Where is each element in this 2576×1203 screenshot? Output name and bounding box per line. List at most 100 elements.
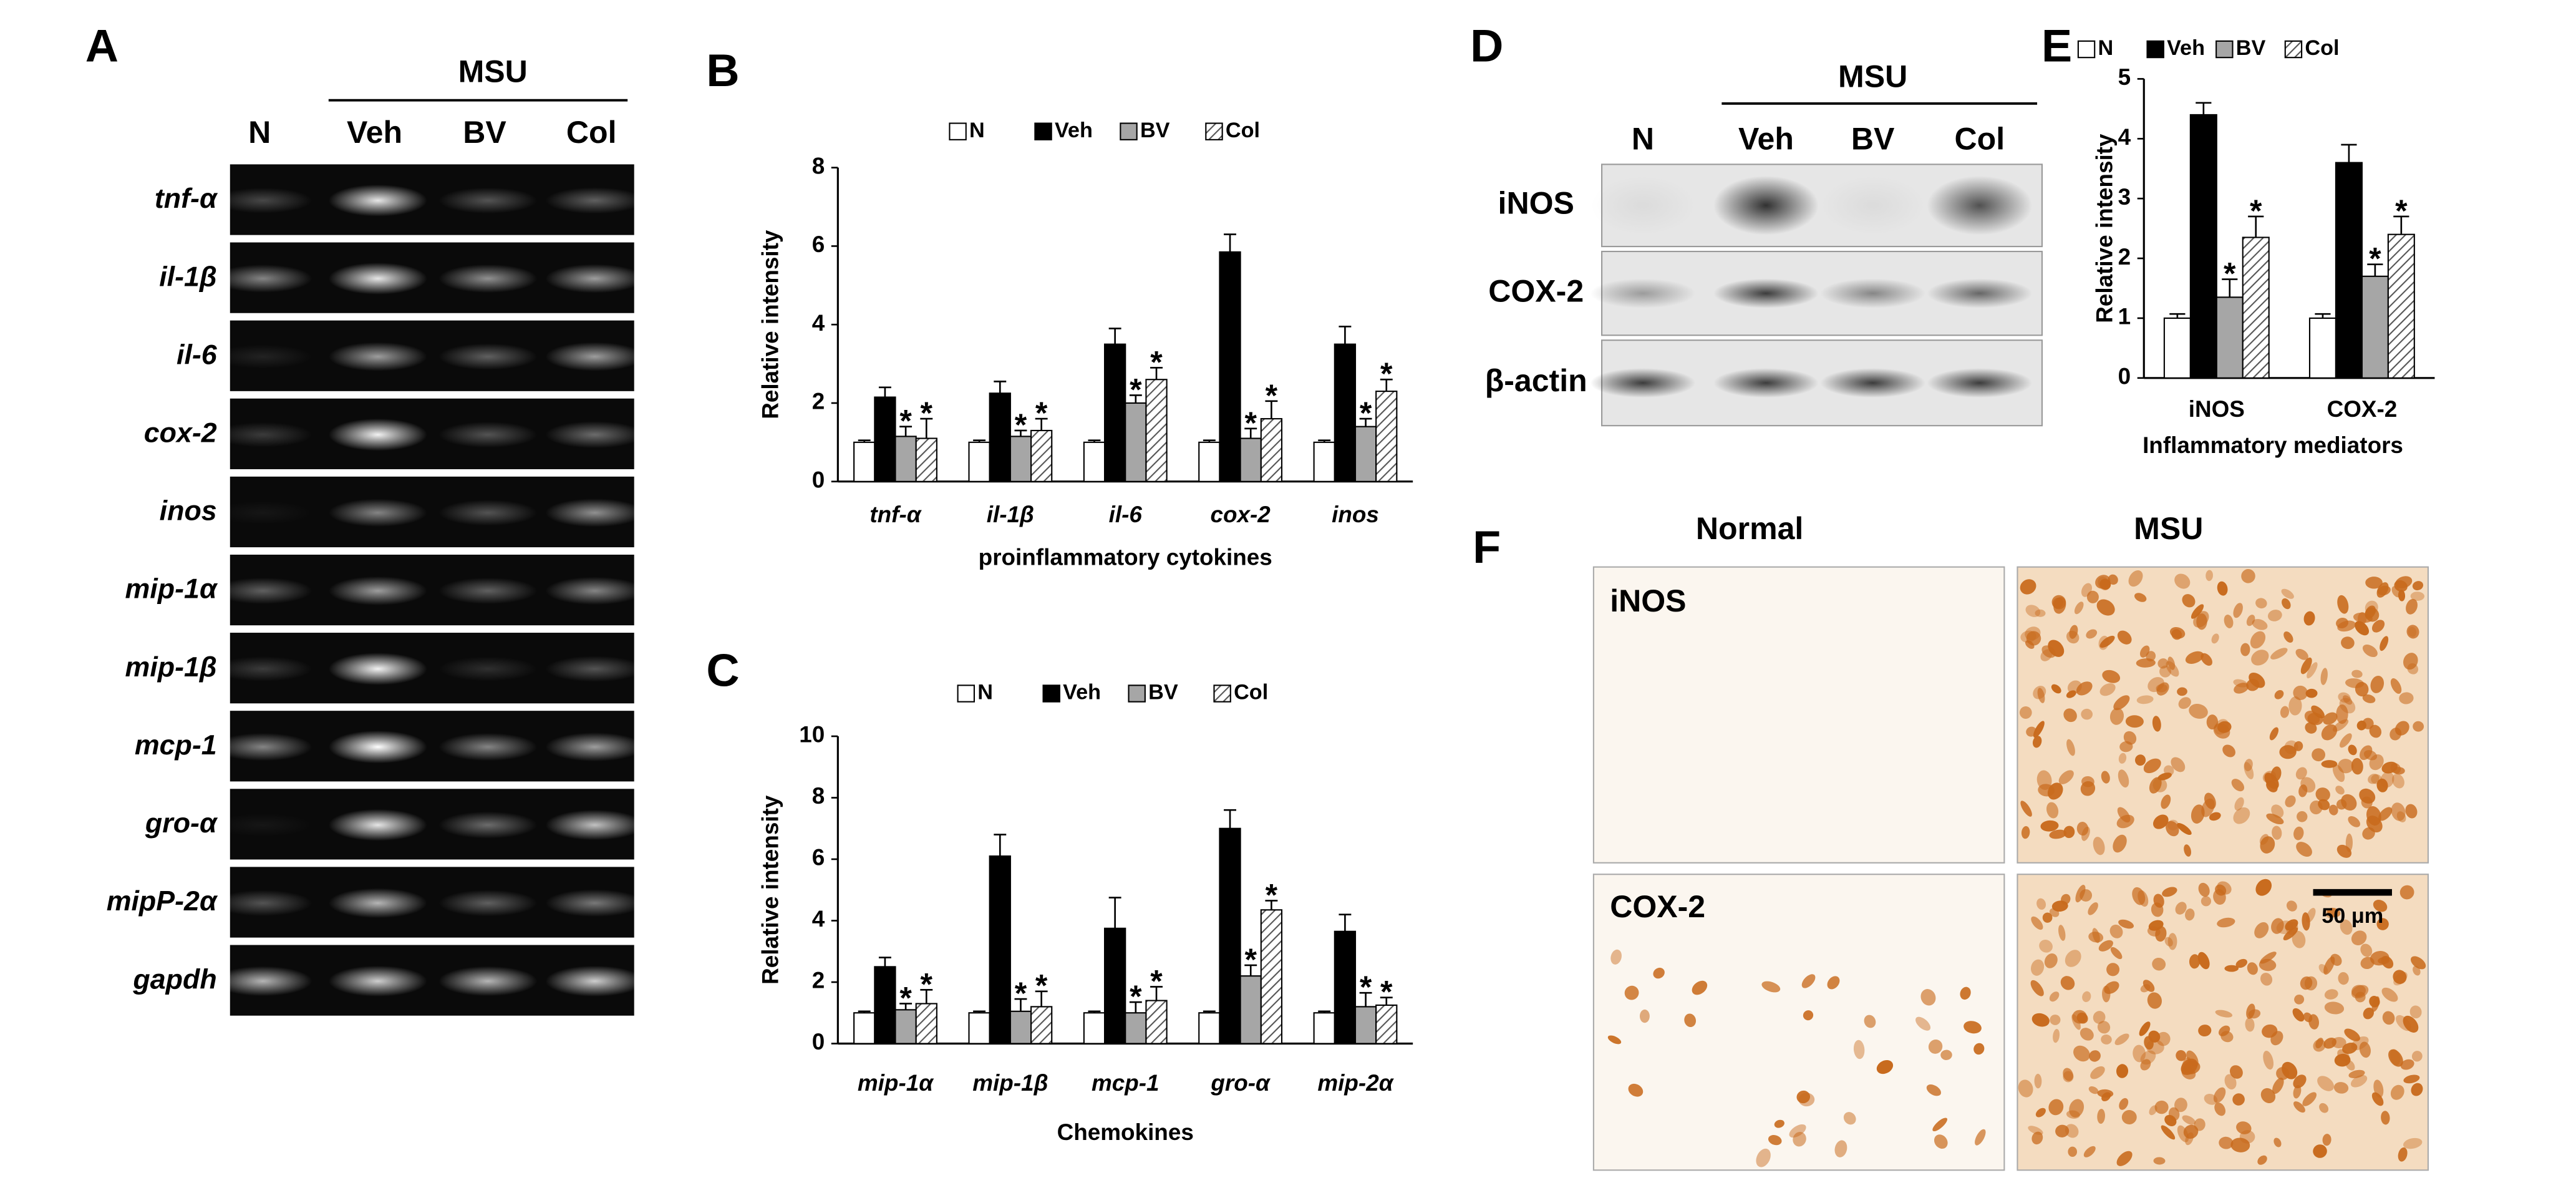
legend-swatch — [2215, 40, 2234, 59]
y-tick-label: 4 — [2118, 124, 2131, 150]
bar — [2308, 317, 2336, 379]
stained-cell — [2403, 1074, 2420, 1084]
significance-mark: * — [2369, 241, 2381, 276]
stained-cell — [2143, 758, 2161, 774]
y-tick-label: 2 — [2118, 244, 2131, 270]
protein-label: iNOS — [1498, 185, 1574, 220]
stained-cell — [2066, 630, 2080, 644]
error-bar — [1150, 986, 1163, 1001]
stained-cell — [2063, 708, 2077, 723]
stained-cell — [2283, 927, 2298, 941]
stained-cell — [2098, 635, 2109, 650]
stained-cell — [2369, 754, 2384, 771]
stained-cell — [2101, 771, 2110, 784]
gel-band — [328, 965, 427, 997]
y-tick-label: 5 — [2118, 64, 2131, 90]
stained-cell — [2244, 759, 2253, 771]
stained-cell — [2339, 733, 2352, 748]
significance-mark: * — [1360, 970, 1372, 1005]
stained-cell — [1843, 1112, 1856, 1125]
stained-cell — [2246, 1003, 2255, 1019]
panel-label: A — [85, 20, 119, 72]
gene-label: cox-2 — [144, 417, 217, 448]
stained-cell — [2174, 1098, 2187, 1113]
legend-swatch — [1205, 122, 1223, 140]
stained-cell — [2026, 631, 2041, 646]
gene-label: tnf-α — [155, 183, 218, 214]
significance-mark: * — [1130, 372, 1142, 407]
stained-cell — [2113, 834, 2127, 853]
stained-cell — [2164, 1114, 2177, 1126]
stained-cell — [2156, 684, 2167, 693]
stained-cell — [2206, 570, 2213, 582]
stained-cell — [2390, 728, 2402, 741]
stained-cell — [2189, 954, 2201, 969]
stained-cell — [2063, 1071, 2074, 1083]
stained-cell — [2271, 918, 2284, 934]
stained-cell — [2230, 1137, 2250, 1152]
stained-cell — [1624, 985, 1639, 1000]
stained-cell — [2031, 1013, 2050, 1027]
stained-cell — [1864, 1015, 1876, 1028]
bar — [2242, 236, 2270, 379]
stained-cell — [2181, 1058, 2198, 1075]
stained-cell — [2260, 972, 2273, 986]
stained-cell — [2371, 1092, 2384, 1106]
stained-cell — [2403, 1015, 2419, 1033]
stained-cell — [2315, 787, 2330, 802]
stained-cell — [2355, 991, 2366, 1003]
error-bar — [2196, 102, 2212, 115]
stained-cell — [2099, 578, 2111, 590]
error-bar — [1359, 417, 1372, 427]
stained-cell — [2018, 1079, 2033, 1098]
error-bar — [1224, 809, 1236, 829]
stained-cell — [2343, 695, 2353, 705]
error-bar — [1035, 417, 1048, 431]
gel-band — [328, 809, 427, 841]
stained-cell — [2380, 636, 2389, 651]
stained-cell — [2037, 688, 2045, 703]
stained-cell — [2178, 697, 2191, 709]
error-bar — [1224, 233, 1236, 252]
stained-cell — [2308, 1014, 2319, 1030]
stained-cell — [2138, 890, 2149, 907]
stained-cell — [2177, 822, 2192, 835]
gel-band — [328, 576, 427, 606]
row-label: iNOS — [1610, 583, 1686, 618]
panel-label: B — [706, 44, 739, 96]
stained-cell — [2293, 685, 2308, 700]
stained-cell — [2381, 955, 2394, 969]
y-tick-label: 4 — [812, 310, 825, 336]
legend-label: Veh — [1063, 681, 1101, 704]
stained-cell — [2114, 1033, 2129, 1045]
stained-cell — [2231, 779, 2245, 792]
bar — [1009, 1010, 1032, 1045]
stained-cell — [2295, 648, 2308, 660]
legend-label: Veh — [2167, 36, 2205, 60]
bar — [1354, 1006, 1377, 1045]
stained-cell — [2348, 744, 2357, 756]
stained-cell — [2184, 844, 2191, 857]
stained-cell — [1774, 1119, 1784, 1128]
stained-cell — [2369, 724, 2382, 738]
tissue-image — [1592, 874, 2005, 1171]
error-bar — [1203, 1010, 1216, 1013]
stained-cell — [2110, 947, 2123, 960]
lane-label: Veh — [347, 115, 402, 150]
gel-band — [328, 342, 427, 371]
y-tick-label: 6 — [812, 231, 825, 257]
blot-band — [1713, 368, 1819, 398]
bar — [1125, 1012, 1147, 1045]
stained-cell — [2365, 607, 2380, 622]
stained-cell — [2080, 1028, 2094, 1041]
stained-cell — [2058, 770, 2074, 784]
stained-cell — [2285, 919, 2298, 931]
gel-band — [328, 418, 427, 451]
stained-cell — [2161, 1125, 2176, 1140]
stained-cell — [1960, 986, 1971, 1000]
error-bar — [2169, 313, 2186, 318]
bar — [1239, 437, 1262, 482]
stained-cell — [2320, 668, 2328, 685]
y-tick-label: 6 — [812, 845, 825, 870]
gene-label: gro-α — [145, 807, 218, 839]
